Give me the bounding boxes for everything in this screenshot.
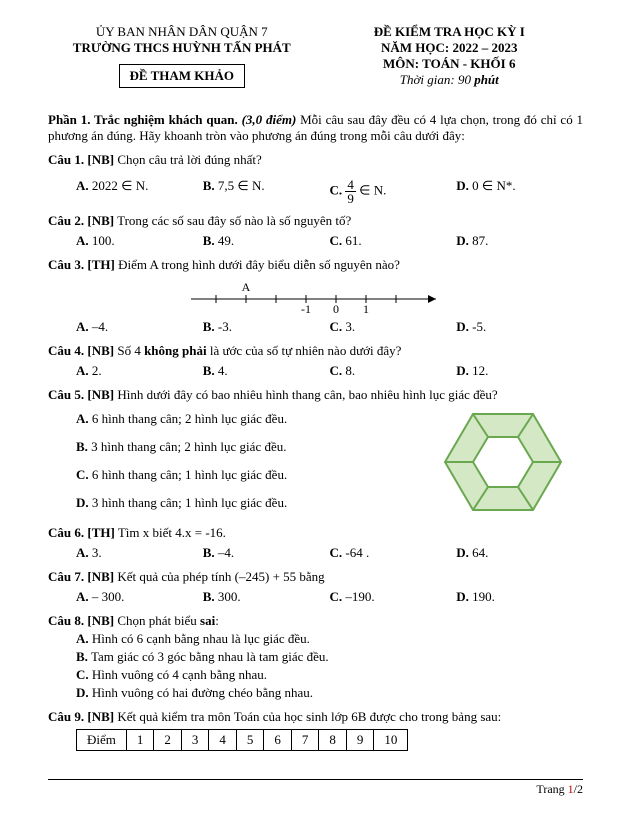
q6-opt-d: D. 64.	[456, 545, 583, 561]
q3-opt-a: A. –4.	[76, 319, 203, 335]
q6-opt-a: A. 3.	[76, 545, 203, 561]
q3-number-line: A -1 0 1	[186, 279, 446, 315]
q2-label: Câu 2. [NB]	[48, 213, 114, 228]
table-cell: 6	[264, 730, 292, 751]
q8: Câu 8. [NB] Chọn phát biểu sai:	[48, 613, 583, 629]
q6-options: A. 3. B. –4. C. -64 . D. 64.	[48, 545, 583, 561]
header-right: ĐỀ KIỂM TRA HỌC KỲ I NĂM HỌC: 2022 – 202…	[316, 24, 584, 88]
q1-text: Chọn câu trả lời đúng nhất?	[114, 152, 262, 167]
q3-opt-d: D. -5.	[456, 319, 583, 335]
svg-text:-1: -1	[301, 302, 311, 315]
q3-label: Câu 3. [TH]	[48, 257, 115, 272]
svg-text:0: 0	[333, 302, 339, 315]
duration-line: Thời gian: 90 phút	[316, 72, 584, 88]
q4-opt-d: D. 12.	[456, 363, 583, 379]
table-cell: 7	[291, 730, 319, 751]
q5-opt-c: C. 6 hình thang cân; 1 hình lục giác đều…	[48, 467, 358, 483]
document-header: ỦY BAN NHÂN DÂN QUẬN 7 TRƯỜNG THCS HUỲNH…	[48, 24, 583, 88]
q4-opt-c: C. 8.	[330, 363, 457, 379]
page-footer: Trang 1/2	[48, 779, 583, 797]
exam-version-box: ĐỀ THAM KHẢO	[119, 64, 246, 88]
q8-label: Câu 8. [NB]	[48, 613, 114, 628]
q7-opt-a: A. – 300.	[76, 589, 203, 605]
q3-opt-c: C. 3.	[330, 319, 457, 335]
q4-label: Câu 4. [NB]	[48, 343, 114, 358]
q5-text: Hình dưới đây có bao nhiêu hình thang câ…	[114, 387, 498, 402]
q1: Câu 1. [NB] Chọn câu trả lời đúng nhất?	[48, 152, 583, 168]
table-cell: 10	[374, 730, 408, 751]
issuer-line: ỦY BAN NHÂN DÂN QUẬN 7	[48, 24, 316, 40]
q2-options: A. 100. B. 49. C. 61. D. 87.	[48, 233, 583, 249]
q7-opt-d: D. 190.	[456, 589, 583, 605]
q7-text: Kết quả của phép tính (–245) + 55 bằng	[114, 569, 325, 584]
q8-opt-d: D. Hình vuông có hai đường chéo bằng nha…	[48, 685, 583, 701]
q5-options: A. 6 hình thang cân; 2 hình lục giác đều…	[48, 403, 358, 511]
q2: Câu 2. [NB] Trong các số sau đây số nào …	[48, 213, 583, 229]
table-cell: 1	[126, 730, 154, 751]
q7-opt-b: B. 300.	[203, 589, 330, 605]
q4-opt-a: A. 2.	[76, 363, 203, 379]
q4-options: A. 2. B. 4. C. 8. D. 12.	[48, 363, 583, 379]
table-header-cell: Điểm	[77, 730, 127, 751]
q1-opt-d: D. 0 ∈ N*.	[456, 178, 583, 205]
q3-opt-b: B. -3.	[203, 319, 330, 335]
q6-label: Câu 6. [TH]	[48, 525, 115, 540]
subject-grade: MÔN: TOÁN - KHỐI 6	[316, 56, 584, 72]
school-year: NĂM HỌC: 2022 – 2023	[316, 40, 584, 56]
table-cell: 9	[346, 730, 374, 751]
q1-fraction: 4 9	[345, 178, 356, 205]
q3: Câu 3. [TH] Điểm A trong hình dưới đây b…	[48, 257, 583, 273]
q2-opt-d: D. 87.	[456, 233, 583, 249]
svg-text:1: 1	[363, 302, 369, 315]
table-cell: 4	[209, 730, 237, 751]
q1-opt-c: C. 4 9 ∈ N.	[330, 178, 457, 205]
q5: Câu 5. [NB] Hình dưới đây có bao nhiêu h…	[48, 387, 583, 403]
table-cell: 8	[319, 730, 347, 751]
q1-opt-a: A. 2022 ∈ N.	[76, 178, 203, 205]
table-row: Điểm 1 2 3 4 5 6 7 8 9 10	[77, 730, 408, 751]
q8-opt-b: B. Tam giác có 3 góc bằng nhau là tam gi…	[48, 649, 583, 665]
q7-opt-c: C. –190.	[330, 589, 457, 605]
q7-label: Câu 7. [NB]	[48, 569, 114, 584]
q9: Câu 9. [NB] Kết quả kiểm tra môn Toán củ…	[48, 709, 583, 725]
q6-text: Tìm x biết 4.x = -16.	[115, 525, 226, 540]
school-name: TRƯỜNG THCS HUỲNH TẤN PHÁT	[48, 40, 316, 56]
q6-opt-c: C. -64 .	[330, 545, 457, 561]
q6: Câu 6. [TH] Tìm x biết 4.x = -16.	[48, 525, 583, 541]
q7: Câu 7. [NB] Kết quả của phép tính (–245)…	[48, 569, 583, 585]
q5-opt-d: D. 3 hình thang cân; 1 hình lục giác đều…	[48, 495, 358, 511]
q2-opt-a: A. 100.	[76, 233, 203, 249]
q7-options: A. – 300. B. 300. C. –190. D. 190.	[48, 589, 583, 605]
q2-opt-c: C. 61.	[330, 233, 457, 249]
q6-opt-b: B. –4.	[203, 545, 330, 561]
header-left: ỦY BAN NHÂN DÂN QUẬN 7 TRƯỜNG THCS HUỲNH…	[48, 24, 316, 88]
q1-options: A. 2022 ∈ N. B. 7,5 ∈ N. C. 4 9 ∈ N. D. …	[48, 178, 583, 205]
q5-opt-b: B. 3 hình thang cân; 2 hình lục giác đều…	[48, 439, 358, 455]
q5-label: Câu 5	[48, 387, 81, 402]
q8-options: A. Hình có 6 cạnh bằng nhau là lục giác …	[48, 631, 583, 701]
q9-text: Kết quả kiểm tra môn Toán của học sinh l…	[114, 709, 501, 724]
q5-opt-a: A. 6 hình thang cân; 2 hình lục giác đều…	[48, 411, 358, 427]
table-cell: 5	[236, 730, 264, 751]
q3-text: Điểm A trong hình dưới đây biểu diễn số …	[115, 257, 400, 272]
q2-text: Trong các số sau đây số nào là số nguyên…	[114, 213, 351, 228]
q8-opt-c: C. Hình vuông có 4 cạnh bằng nhau.	[48, 667, 583, 683]
table-cell: 2	[154, 730, 182, 751]
part1-heading: Phần 1. Trắc nghiệm khách quan. (3,0 điể…	[48, 112, 583, 144]
q2-opt-b: B. 49.	[203, 233, 330, 249]
q1-label: Câu 1. [NB]	[48, 152, 114, 167]
table-cell: 3	[181, 730, 209, 751]
q3-options: A. –4. B. -3. C. 3. D. -5.	[48, 319, 583, 335]
exam-title: ĐỀ KIỂM TRA HỌC KỲ I	[316, 24, 584, 40]
q4: Câu 4. [NB] Số 4 không phải là ước của s…	[48, 343, 583, 359]
q8-opt-a: A. Hình có 6 cạnh bằng nhau là lục giác …	[48, 631, 583, 647]
q4-opt-b: B. 4.	[203, 363, 330, 379]
q9-score-table: Điểm 1 2 3 4 5 6 7 8 9 10	[76, 729, 408, 751]
q3-point-A-label: A	[241, 280, 250, 294]
q1-opt-b: B. 7,5 ∈ N.	[203, 178, 330, 205]
q9-label: Câu 9. [NB]	[48, 709, 114, 724]
q5-hexagon-figure	[443, 407, 563, 517]
